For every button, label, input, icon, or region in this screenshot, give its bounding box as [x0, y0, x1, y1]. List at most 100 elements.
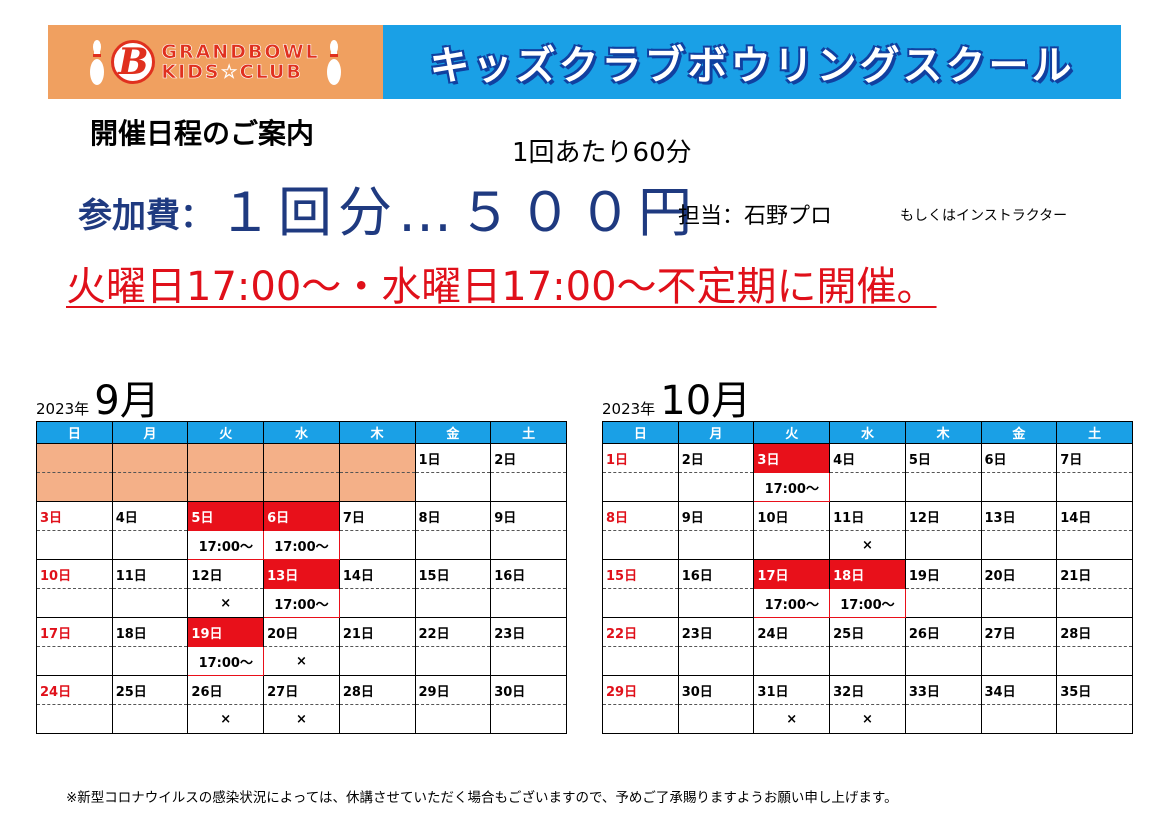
day-cell: 5日 [904, 443, 982, 473]
day-cell: 27日 [263, 675, 340, 705]
day-cell: 8日 [414, 501, 492, 531]
time-cell [490, 646, 567, 676]
time-cell: × [187, 588, 265, 618]
day-cell: 25日 [829, 617, 906, 647]
day-cell: 7日 [1056, 443, 1133, 473]
week-date-row: 17日 18日 19日 20日 21日 22日 23日 [36, 617, 567, 647]
day-cell: 20日 [980, 559, 1058, 589]
time-cell [263, 472, 340, 502]
week-date-row: 10日 11日 12日 13日 14日 15日 16日 [36, 559, 567, 589]
day-cell: 10日 [36, 559, 113, 589]
day-cell: 10日 [753, 501, 831, 531]
week-date-row: 3日 4日 5日 6日 7日 8日 9日 [36, 501, 567, 531]
calendar-month: 9月 [94, 378, 160, 424]
week-time-row: 17:00〜 [602, 472, 1133, 502]
time-cell: × [263, 704, 340, 734]
week-date-row: 1日 2日 3日 4日 5日 6日 7日 [602, 443, 1133, 473]
time-cell [414, 472, 492, 502]
time-cell [677, 588, 755, 618]
bowling-pin-icon [89, 39, 105, 85]
time-cell [36, 704, 113, 734]
time-cell [414, 646, 492, 676]
day-cell: 33日 [904, 675, 982, 705]
time-cell [111, 646, 189, 676]
weekday-header: 金 [414, 421, 492, 444]
day-cell [338, 443, 416, 473]
week-time-row: × [602, 530, 1133, 560]
calendar-heading-september: 2023年 9月 [36, 368, 160, 426]
week-time-row [602, 646, 1133, 676]
day-cell: 23日 [677, 617, 755, 647]
day-cell: 2日 [490, 443, 567, 473]
day-cell [263, 443, 340, 473]
time-cell [338, 472, 416, 502]
staff-sub-label: もしくはインストラクター [900, 208, 1068, 224]
day-cell: 21日 [338, 617, 416, 647]
day-cell: 20日 [263, 617, 340, 647]
time-cell: 17:00〜 [187, 646, 265, 676]
time-cell [753, 646, 831, 676]
day-cell: 16日 [677, 559, 755, 589]
time-cell [980, 704, 1058, 734]
week-time-row [36, 472, 567, 502]
day-cell: 18日 [829, 559, 906, 589]
time-cell [36, 646, 113, 676]
time-cell [753, 530, 831, 560]
week-time-row: 17:00〜 × [36, 646, 567, 676]
logo-line-1: GRANDBOWL [161, 41, 320, 63]
time-cell [980, 530, 1058, 560]
time-cell [677, 646, 755, 676]
time-cell: 17:00〜 [187, 530, 265, 560]
time-cell [602, 646, 679, 676]
day-cell: 6日 [263, 501, 340, 531]
time-cell [829, 646, 906, 676]
time-cell [111, 530, 189, 560]
time-cell [187, 472, 265, 502]
day-cell: 1日 [602, 443, 679, 473]
day-cell: 4日 [829, 443, 906, 473]
day-cell: 24日 [36, 675, 113, 705]
day-cell: 3日 [753, 443, 831, 473]
time-cell [1056, 530, 1133, 560]
time-cell [338, 646, 416, 676]
day-cell: 12日 [187, 559, 265, 589]
calendar-heading-october: 2023年 10月 [602, 368, 751, 426]
time-cell: 17:00〜 [829, 588, 906, 618]
time-cell [414, 704, 492, 734]
time-cell: × [263, 646, 340, 676]
day-cell: 9日 [490, 501, 567, 531]
time-cell [602, 472, 679, 502]
page-title: キッズクラブボウリングスクール [429, 43, 1075, 89]
time-cell [36, 472, 113, 502]
week-time-row: × 17:00〜 [36, 588, 567, 618]
weekday-header-row: 日月火水木金土 [36, 421, 567, 444]
time-cell [414, 530, 492, 560]
time-cell [111, 472, 189, 502]
time-cell: × [829, 704, 906, 734]
calendar-year: 2023年 [36, 400, 90, 418]
time-cell [980, 646, 1058, 676]
time-cell [677, 472, 755, 502]
time-cell [490, 530, 567, 560]
day-cell: 4日 [111, 501, 189, 531]
calendar-year: 2023年 [602, 400, 656, 418]
day-cell: 26日 [187, 675, 265, 705]
week-time-row: 17:00〜 17:00〜 [602, 588, 1133, 618]
weekday-header: 火 [753, 421, 831, 444]
week-time-row: 17:00〜 17:00〜 [36, 530, 567, 560]
day-cell: 25日 [111, 675, 189, 705]
logo-mark: B [111, 40, 156, 84]
time-cell [111, 588, 189, 618]
time-cell [36, 588, 113, 618]
day-cell: 15日 [414, 559, 492, 589]
week-date-row: 8日 9日 10日 11日 12日 13日 14日 [602, 501, 1133, 531]
bowling-pin-icon [326, 39, 342, 85]
time-cell [490, 588, 567, 618]
day-cell: 28日 [1056, 617, 1133, 647]
day-cell: 29日 [602, 675, 679, 705]
day-cell: 14日 [1056, 501, 1133, 531]
time-cell [36, 530, 113, 560]
weekday-header: 月 [677, 421, 755, 444]
day-cell: 11日 [829, 501, 906, 531]
day-cell: 8日 [602, 501, 679, 531]
